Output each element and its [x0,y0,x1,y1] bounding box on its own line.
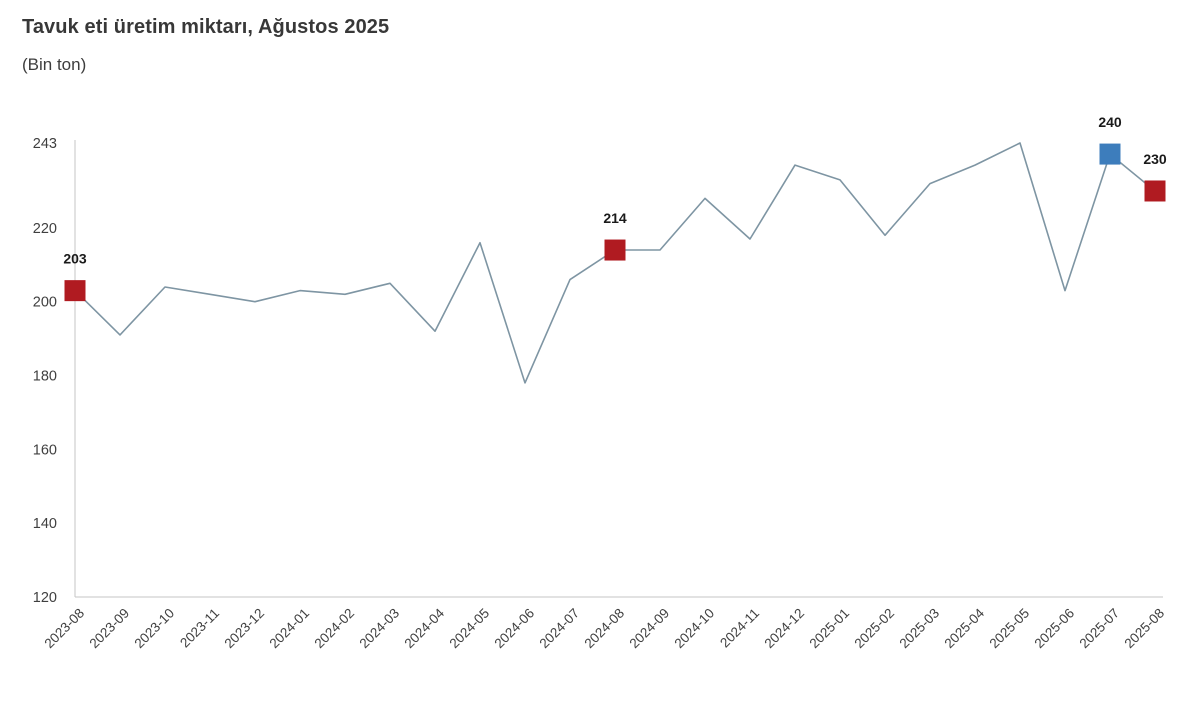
x-tick-label: 2025-04 [941,605,987,651]
x-tick-label: 2024-05 [446,606,492,652]
chart-title: Tavuk eti üretim miktarı, Ağustos 2025 [22,16,390,38]
x-tick-label: 2024-10 [671,606,717,652]
x-tick-label: 2024-08 [581,606,627,652]
x-tick-label: 2024-03 [356,606,402,652]
x-tick-label: 2023-09 [86,606,132,652]
x-tick-label: 2024-07 [536,606,582,652]
x-tick-label: 2023-12 [221,606,267,652]
point-value-label: 203 [63,251,87,267]
point-value-label: 240 [1098,114,1122,130]
x-tick-label: 2024-09 [626,606,672,652]
x-tick-label: 2025-01 [806,606,852,652]
x-tick-label: 2024-04 [401,605,447,651]
x-tick-label: 2025-05 [986,606,1032,652]
highlight-marker [1144,180,1166,202]
y-tick-label: 160 [33,442,57,458]
point-value-label: 230 [1143,151,1167,167]
y-tick-label: 243 [33,136,57,152]
x-tick-label: 2023-11 [177,606,222,651]
x-tick-label: 2024-01 [266,606,312,652]
series-line [74,142,1156,384]
y-tick-label: 220 [33,221,57,237]
y-tick-label: 180 [33,369,57,385]
x-tick-label: 2025-06 [1031,606,1077,652]
point-value-label: 214 [603,210,627,226]
highlight-marker [1099,143,1121,165]
x-tick-label: 2024-02 [311,606,357,652]
y-tick-label: 120 [33,590,57,606]
x-tick-label: 2025-08 [1121,606,1167,652]
highlight-marker [604,239,626,261]
x-tick-label: 2024-06 [491,606,537,652]
x-tick-label: 2024-11 [717,606,762,651]
x-tick-label: 2023-10 [131,606,177,652]
x-tick-label: 2025-07 [1076,606,1122,652]
chart-subtitle: (Bin ton) [22,55,87,74]
x-tick-label: 2023-08 [41,606,87,652]
y-tick-label: 200 [33,295,57,311]
x-tick-label: 2025-02 [851,606,897,652]
highlight-marker [64,280,86,302]
x-tick-label: 2024-12 [761,606,807,652]
x-tick-label: 2025-03 [896,606,942,652]
y-tick-label: 140 [33,516,57,532]
